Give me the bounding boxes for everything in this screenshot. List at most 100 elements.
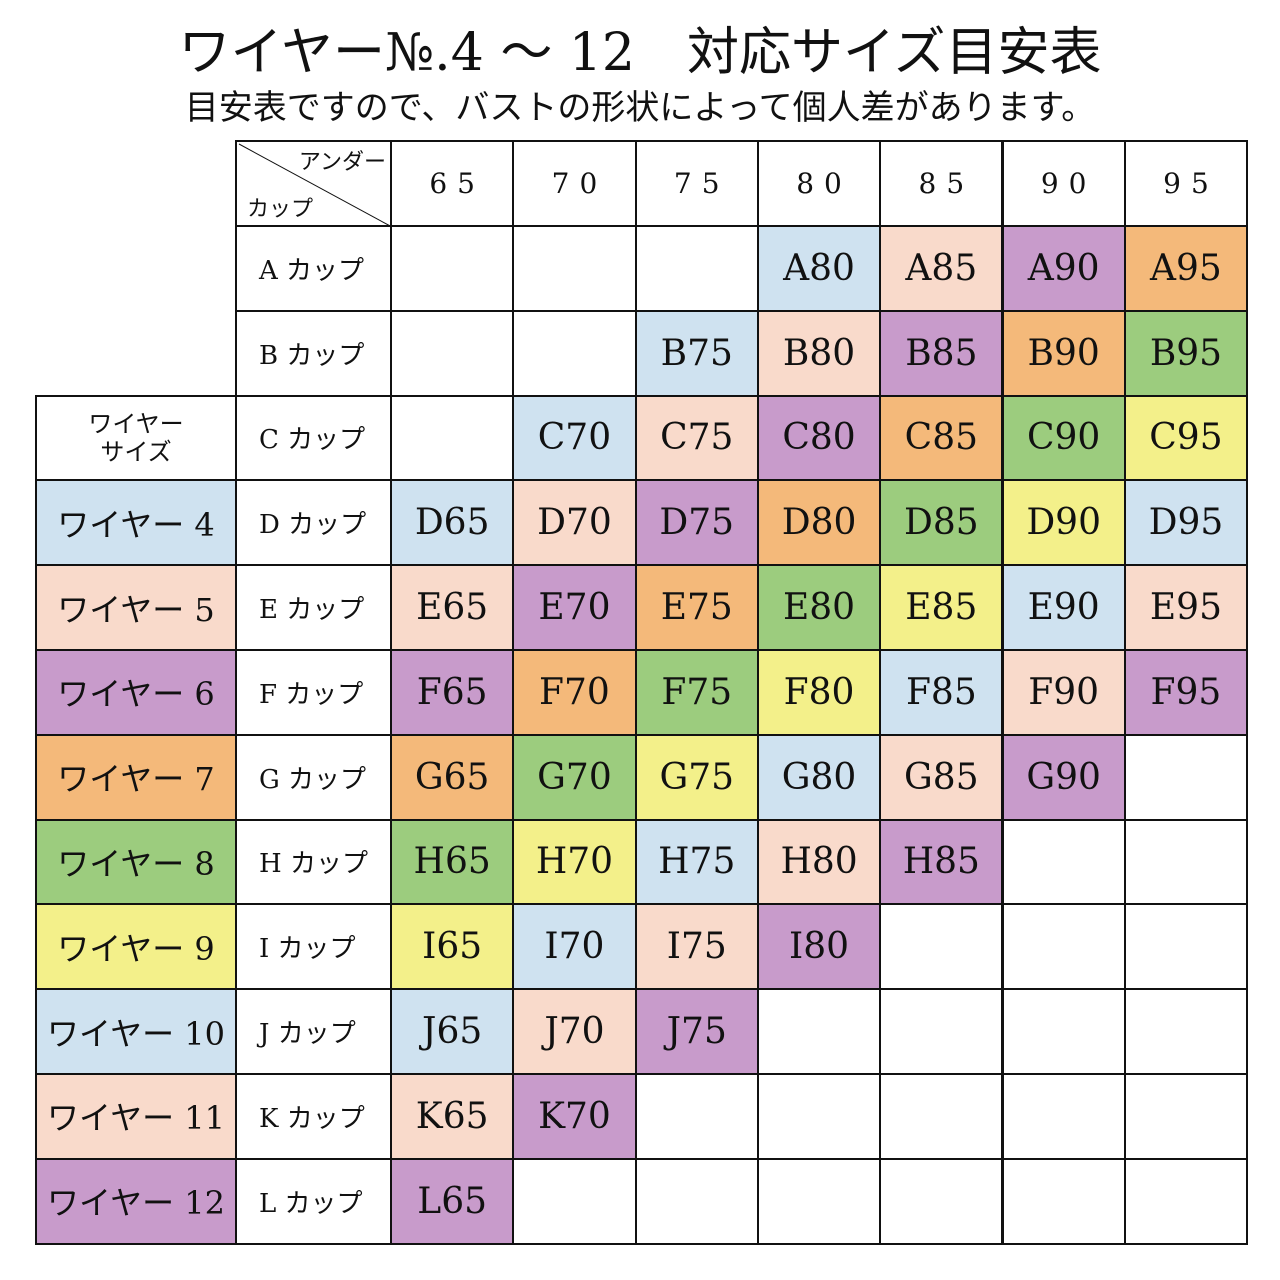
size-cell: C95 bbox=[1123, 394, 1249, 482]
empty-cell bbox=[879, 988, 1004, 1075]
size-cell: K65 bbox=[390, 1073, 515, 1160]
empty-cell bbox=[390, 225, 515, 312]
corner-label: アンダー bbox=[298, 150, 386, 175]
empty-cell bbox=[1123, 733, 1249, 821]
empty-cell bbox=[634, 225, 759, 312]
empty-cell bbox=[756, 1157, 882, 1245]
size-cell: E80 bbox=[756, 564, 882, 651]
wire-label: ワイヤー 7 bbox=[35, 733, 237, 821]
cup-label: E カップ bbox=[235, 564, 392, 651]
empty-cell bbox=[879, 903, 1004, 991]
column-header: 70 bbox=[512, 140, 637, 227]
column-header: 85 bbox=[879, 140, 1004, 227]
size-cell: A85 bbox=[879, 225, 1004, 312]
size-cell: F85 bbox=[879, 649, 1004, 736]
size-cell: H75 bbox=[634, 818, 759, 906]
cup-label: H カップ bbox=[235, 818, 392, 906]
subtitle: 目安表ですので、バストの形状によって個人差があります。 bbox=[184, 88, 1096, 128]
wire-label: ワイヤー 5 bbox=[35, 564, 237, 651]
corner-label: カップ bbox=[247, 197, 314, 222]
size-cell: E75 bbox=[634, 564, 759, 651]
size-cell: E65 bbox=[390, 564, 515, 651]
wire-header-line: サイズ bbox=[100, 437, 172, 466]
wire-label: ワイヤー 9 bbox=[35, 903, 237, 991]
wire-label: ワイヤー 6 bbox=[35, 649, 237, 736]
size-cell: F95 bbox=[1123, 649, 1249, 736]
wire-label: ワイヤー 12 bbox=[35, 1157, 237, 1245]
column-header: 75 bbox=[634, 140, 759, 227]
size-cell: K70 bbox=[512, 1073, 637, 1160]
size-cell: F65 bbox=[390, 649, 515, 736]
size-cell: D90 bbox=[1001, 479, 1126, 567]
size-cell: I80 bbox=[756, 903, 882, 991]
size-cell: I75 bbox=[634, 903, 759, 991]
cup-label: K カップ bbox=[235, 1073, 392, 1160]
size-cell: G75 bbox=[634, 733, 759, 821]
size-cell: D65 bbox=[390, 479, 515, 567]
empty-cell bbox=[512, 225, 637, 312]
size-cell: I65 bbox=[390, 903, 515, 991]
column-header: 65 bbox=[390, 140, 515, 227]
size-cell: A95 bbox=[1123, 225, 1249, 312]
wire-header: ワイヤー サイズ bbox=[35, 394, 237, 482]
size-cell: D85 bbox=[879, 479, 1004, 567]
empty-cell bbox=[1001, 903, 1126, 991]
size-cell: I70 bbox=[512, 903, 637, 991]
cup-label: A カップ bbox=[235, 225, 392, 312]
size-cell: C70 bbox=[512, 394, 637, 482]
wire-label: ワイヤー 4 bbox=[35, 479, 237, 567]
cup-label: F カップ bbox=[235, 649, 392, 736]
size-cell: B80 bbox=[756, 309, 882, 397]
empty-cell bbox=[756, 1073, 882, 1160]
column-header: 90 bbox=[1001, 140, 1126, 227]
size-cell: F75 bbox=[634, 649, 759, 736]
size-cell: J75 bbox=[634, 988, 759, 1075]
size-cell: L65 bbox=[390, 1157, 515, 1245]
size-cell: G65 bbox=[390, 733, 515, 821]
wire-header-line: ワイヤー bbox=[88, 409, 184, 438]
size-cell: B95 bbox=[1123, 309, 1249, 397]
size-cell: D80 bbox=[756, 479, 882, 567]
column-header: 80 bbox=[756, 140, 882, 227]
empty-cell bbox=[1001, 1157, 1126, 1245]
diagonal bbox=[238, 143, 392, 227]
empty-cell bbox=[390, 309, 515, 397]
size-cell: H80 bbox=[756, 818, 882, 906]
cup-label: L カップ bbox=[235, 1157, 392, 1245]
empty-cell bbox=[1123, 1157, 1249, 1245]
empty-cell bbox=[512, 309, 637, 397]
size-cell: C85 bbox=[879, 394, 1004, 482]
cup-label: G カップ bbox=[235, 733, 392, 821]
size-cell: B90 bbox=[1001, 309, 1126, 397]
empty-cell bbox=[390, 394, 515, 482]
wire-label: ワイヤー 11 bbox=[35, 1073, 237, 1160]
size-cell: E90 bbox=[1001, 564, 1126, 651]
empty-cell bbox=[1123, 1073, 1249, 1160]
size-cell: H85 bbox=[879, 818, 1004, 906]
wire-label: ワイヤー 8 bbox=[35, 818, 237, 906]
size-cell: G90 bbox=[1001, 733, 1126, 821]
empty-cell bbox=[756, 988, 882, 1075]
empty-cell bbox=[512, 1157, 637, 1245]
size-cell: E85 bbox=[879, 564, 1004, 651]
size-cell: C75 bbox=[634, 394, 759, 482]
size-cell: B85 bbox=[879, 309, 1004, 397]
size-cell: C90 bbox=[1001, 394, 1126, 482]
size-cell: D75 bbox=[634, 479, 759, 567]
size-cell: D95 bbox=[1123, 479, 1249, 567]
size-cell: C80 bbox=[756, 394, 882, 482]
size-cell: F90 bbox=[1001, 649, 1126, 736]
empty-cell bbox=[634, 1157, 759, 1245]
size-cell: D70 bbox=[512, 479, 637, 567]
size-cell: B75 bbox=[634, 309, 759, 397]
size-cell: G85 bbox=[879, 733, 1004, 821]
wire-label: ワイヤー 10 bbox=[35, 988, 237, 1075]
cup-label: D カップ bbox=[235, 479, 392, 567]
empty-cell bbox=[1123, 988, 1249, 1075]
empty-cell bbox=[1123, 818, 1249, 906]
size-cell: E70 bbox=[512, 564, 637, 651]
size-cell: E95 bbox=[1123, 564, 1249, 651]
empty-cell bbox=[879, 1157, 1004, 1245]
size-cell: J65 bbox=[390, 988, 515, 1075]
